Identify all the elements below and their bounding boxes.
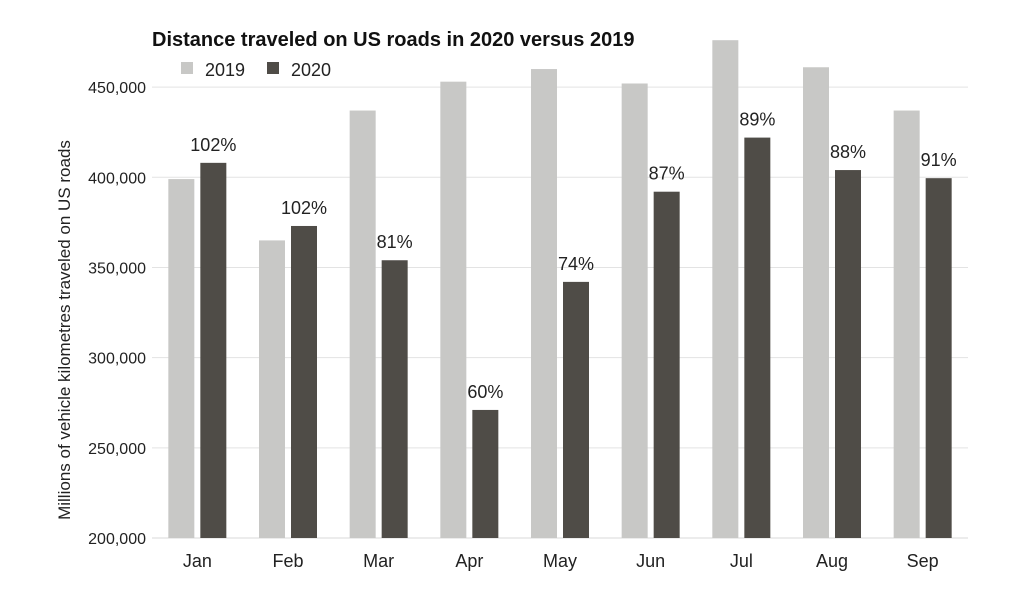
bar-2020-may — [563, 281, 589, 538]
legend-label-2020: 2020 — [291, 60, 331, 80]
y-tick-label: 250,000 — [88, 441, 146, 458]
legend: 2019 2020 — [181, 60, 331, 80]
bar-2019-apr — [440, 81, 467, 539]
chart-title: Distance traveled on US roads in 2020 ve… — [152, 29, 634, 51]
bar-2019-jul — [712, 40, 739, 539]
data-label-sep: 91% — [921, 150, 957, 170]
bar-2020-sep — [925, 178, 952, 538]
data-label-jan: 102% — [190, 135, 236, 155]
x-tick-label-jan: Jan — [183, 551, 212, 571]
bar-2019-jan — [168, 179, 195, 539]
bar-2020-feb — [291, 225, 317, 539]
y-tick-label: 450,000 — [88, 80, 146, 97]
bar-2019-feb — [259, 240, 285, 538]
y-axis-title: Millions of vehicle kilometres traveled … — [55, 140, 74, 520]
data-label-jun: 87% — [649, 164, 685, 184]
bar-2019-sep — [893, 110, 920, 539]
data-label-apr: 60% — [467, 382, 503, 402]
y-axis-ticks: 200,000 250,000 300,000 350,000 400,000 450,0… — [88, 80, 146, 548]
legend-swatch-2020 — [267, 62, 279, 74]
bars — [168, 40, 952, 539]
data-label-jul: 89% — [739, 110, 775, 130]
x-axis-ticks: Jan Feb Mar Apr May Jun Jul Aug Sep — [183, 551, 939, 571]
data-label-mar: 81% — [377, 232, 413, 252]
bar-2020-apr — [472, 409, 499, 538]
x-tick-label-jun: Jun — [636, 551, 665, 571]
bar-2020-jun — [653, 191, 680, 538]
legend-label-2019: 2019 — [205, 60, 245, 80]
bar-2020-jul — [744, 137, 771, 539]
bar-2020-jan — [200, 162, 227, 539]
y-tick-label: 300,000 — [88, 351, 146, 368]
bar-2020-mar — [381, 260, 408, 538]
x-tick-label-apr: Apr — [455, 551, 483, 571]
bar-2019-jun — [621, 83, 648, 538]
y-tick-label: 200,000 — [88, 531, 146, 548]
y-tick-label: 400,000 — [88, 170, 146, 187]
legend-swatch-2019 — [181, 62, 193, 74]
bar-2019-mar — [349, 110, 376, 539]
gridlines — [152, 86, 968, 539]
x-tick-label-aug: Aug — [816, 551, 848, 571]
data-label-feb: 102% — [281, 198, 327, 218]
x-tick-label-sep: Sep — [907, 551, 939, 571]
x-tick-label-mar: Mar — [363, 551, 394, 571]
bar-2019-aug — [803, 67, 829, 538]
bar-2020-aug — [835, 170, 861, 539]
data-labels: 102% 102% 81% 60% 74% 87% 89% 88% 91% — [190, 110, 956, 402]
x-tick-label-may: May — [543, 551, 577, 571]
y-tick-label: 350,000 — [88, 260, 146, 277]
x-tick-label-jul: Jul — [730, 551, 753, 571]
bar-2019-may — [531, 69, 557, 539]
x-tick-label-feb: Feb — [272, 551, 303, 571]
data-label-aug: 88% — [830, 142, 866, 162]
data-label-may: 74% — [558, 254, 594, 274]
